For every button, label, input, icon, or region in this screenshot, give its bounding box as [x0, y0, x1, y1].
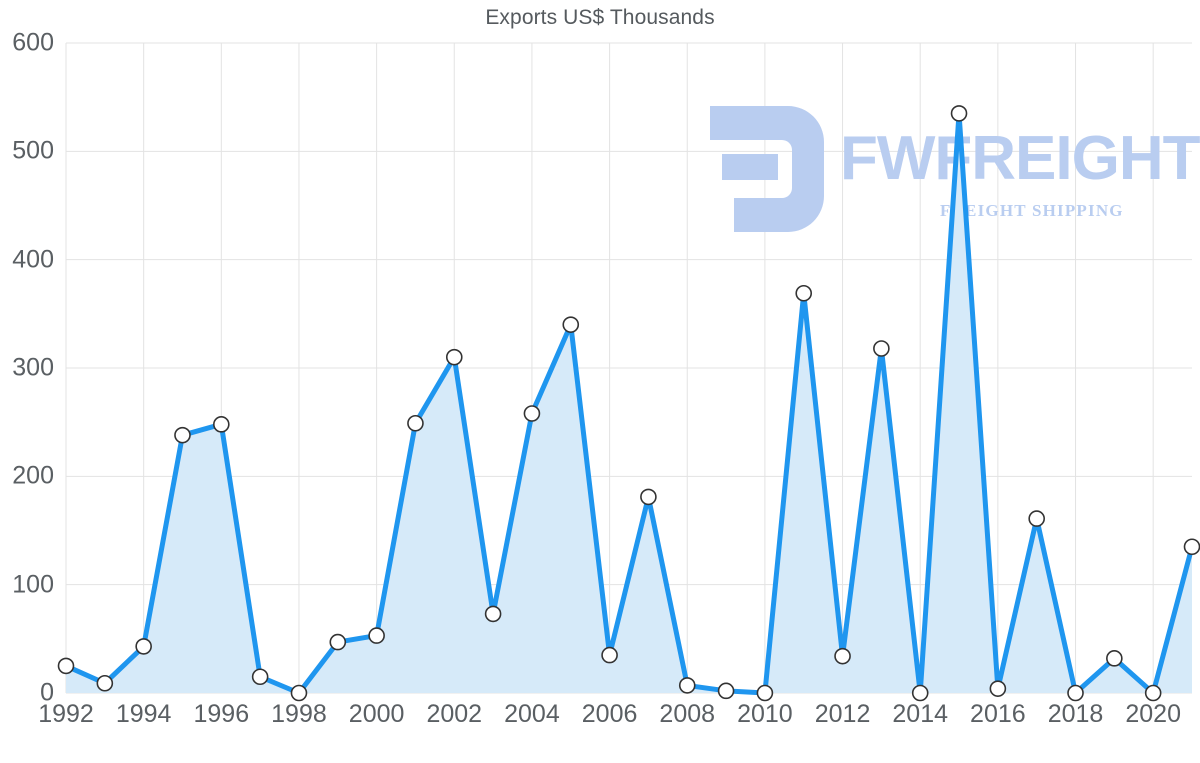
- x-axis-tick-label: 1992: [38, 700, 94, 728]
- data-point-marker[interactable]: 2018: 0: [1067, 684, 1084, 702]
- data-point-marker[interactable]: 2021: 135: [1183, 538, 1200, 556]
- data-point-marker[interactable]: 2020: 0: [1144, 684, 1162, 702]
- data-point-marker[interactable]: 2004: 258: [523, 405, 541, 422]
- y-axis-tick-label: 600: [12, 28, 54, 57]
- data-point-marker[interactable]: 1998: 0: [290, 684, 308, 702]
- data-point-marker[interactable]: 2001: 249: [407, 414, 424, 432]
- data-point-marker[interactable]: 2017: 161: [1028, 510, 1045, 527]
- data-point-marker[interactable]: 2016: 4: [989, 680, 1007, 697]
- data-point-marker[interactable]: 2012: 34: [834, 647, 851, 665]
- x-axis-tick-label: 2006: [581, 700, 638, 728]
- chart-series-layer: 1992: 25 1993: 9 1994: 43 1995: 238 1996: 24…: [57, 105, 1200, 702]
- data-point-marker[interactable]: 1996: 248: [213, 416, 230, 433]
- data-point-marker[interactable]: 2000: 53: [368, 627, 385, 644]
- x-axis-tick-label: 2012: [814, 700, 871, 728]
- x-axis-tick-label: 2004: [504, 700, 560, 728]
- data-point-marker[interactable]: 2015: 535: [950, 105, 968, 122]
- x-axis-tick-label: 2016: [970, 700, 1026, 728]
- series-line: [63, 110, 1195, 696]
- data-point-marker[interactable]: 1999: 47: [329, 633, 347, 651]
- y-axis-tick-label: 500: [12, 136, 54, 165]
- x-axis-tick-label: 2010: [737, 700, 793, 728]
- y-axis-tick-label: 300: [12, 353, 54, 382]
- data-point-marker[interactable]: 2002: 310: [445, 348, 463, 366]
- data-point-marker[interactable]: 2013: 318: [873, 340, 890, 357]
- data-point-marker[interactable]: 2009: 2: [717, 682, 735, 700]
- data-point-marker[interactable]: 2005: 340: [562, 316, 580, 333]
- x-axis-tick-label: 1996: [193, 700, 250, 728]
- y-axis-tick-label: 200: [12, 461, 54, 490]
- y-axis-tick-label: 0: [40, 678, 54, 707]
- data-point-marker[interactable]: 1993: 9: [96, 674, 114, 692]
- data-point-marker[interactable]: 2010: 0: [756, 684, 774, 702]
- data-point-marker[interactable]: 1992: 25: [57, 657, 75, 675]
- data-point-marker[interactable]: 2008: 7: [678, 677, 696, 694]
- data-point-marker[interactable]: 1995: 238: [174, 426, 191, 444]
- x-axis-tick-label: 2000: [348, 700, 405, 728]
- x-axis-tick-label: 2020: [1125, 700, 1181, 728]
- x-axis-tick-label: 2008: [659, 700, 716, 728]
- data-point-marker[interactable]: 2019: 32: [1106, 650, 1123, 667]
- data-point-marker[interactable]: 2006: 35: [601, 646, 618, 664]
- y-axis-tick-label: 400: [12, 245, 54, 274]
- data-point-marker[interactable]: 1997: 15: [251, 668, 269, 686]
- series-area-fill: [66, 113, 1192, 694]
- y-axis-tick-label: 100: [12, 570, 54, 599]
- data-point-marker[interactable]: 2011: 369: [795, 284, 813, 302]
- data-point-marker[interactable]: 2014: 0: [911, 684, 929, 702]
- x-axis-tick-label: 2002: [426, 700, 483, 728]
- x-axis-tick-label: 2018: [1047, 700, 1104, 728]
- data-point-marker[interactable]: 1994: 43: [135, 638, 152, 655]
- data-point-marker[interactable]: 2007: 181: [640, 488, 657, 506]
- plot-area: FWFREIGHT FREIGHT SHIPPING 1992: 251993:…: [57, 42, 1200, 702]
- chart-title: Exports US$ Thousands: [485, 6, 715, 29]
- x-axis-tick-label: 1994: [115, 700, 172, 728]
- x-axis-tick-label: 2014: [892, 700, 949, 728]
- x-axis-tick-label: 1998: [271, 700, 327, 728]
